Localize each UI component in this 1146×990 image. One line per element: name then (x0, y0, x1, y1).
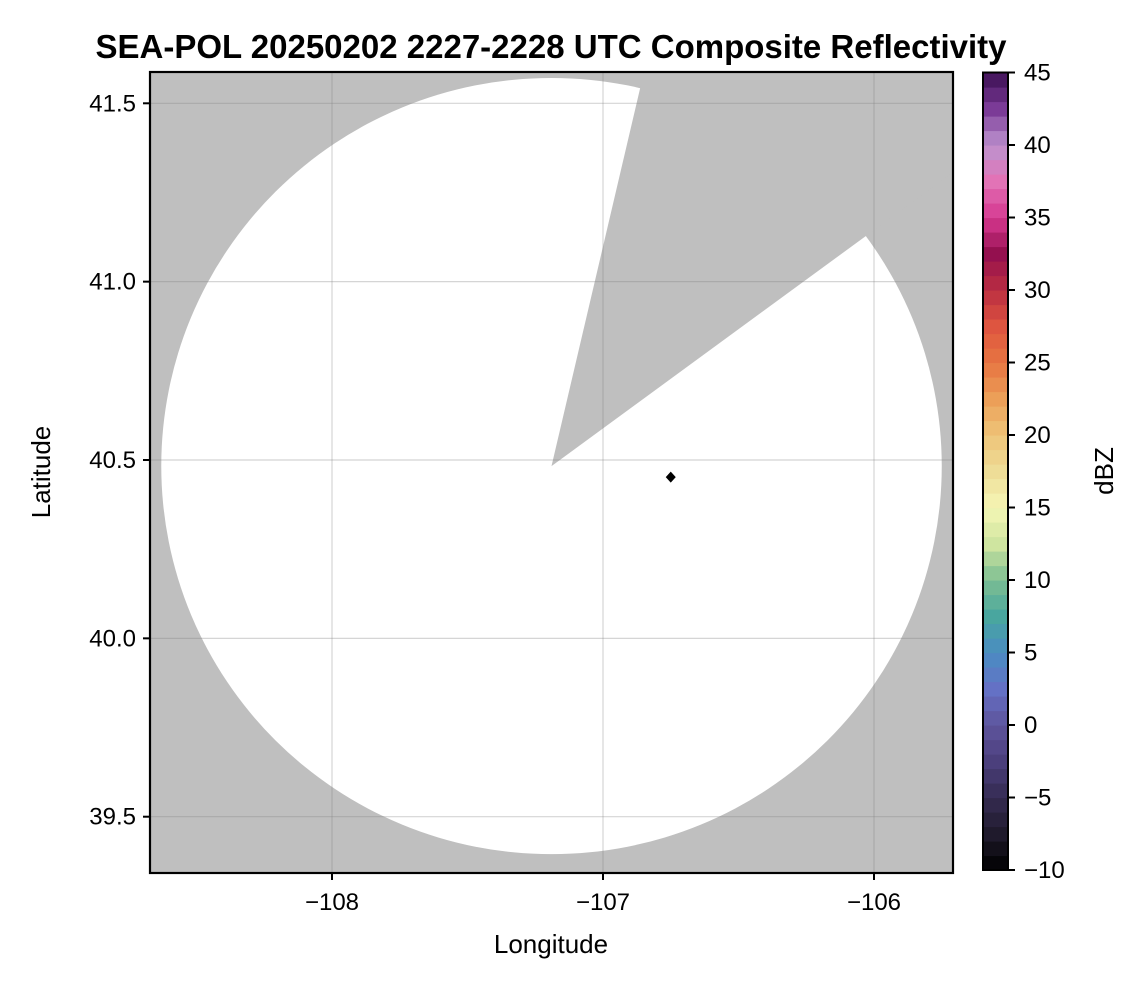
colorbar-band (983, 841, 1008, 857)
site-marker-layer (665, 471, 676, 483)
colorbar-band (983, 464, 1008, 480)
missing-data-wedge (551, 72, 953, 467)
colorbar-band (983, 435, 1008, 451)
y-tick-label: 41.0 (89, 269, 136, 296)
colorbar-band (983, 275, 1008, 291)
colorbar-band (983, 232, 1008, 248)
colorbar-tick-label: 30 (1024, 277, 1051, 304)
colorbar-band (983, 681, 1008, 697)
colorbar-band (983, 739, 1008, 755)
x-tick-label: −106 (847, 889, 901, 916)
colorbar-label: dBZ (1089, 447, 1119, 495)
colorbar-band (983, 768, 1008, 784)
colorbar-band (983, 609, 1008, 625)
colorbar-band (983, 377, 1008, 393)
colorbar-band (983, 72, 1008, 88)
colorbar-band (983, 362, 1008, 378)
colorbar-tick-label: 45 (1024, 60, 1051, 87)
colorbar-outline (982, 71, 1009, 871)
colorbar-band (983, 406, 1008, 422)
colorbar-band (983, 333, 1008, 349)
colorbar-band (983, 174, 1008, 190)
colorbar-band (983, 725, 1008, 741)
colorbar-band (983, 130, 1008, 146)
colorbar-tick-label: 15 (1024, 495, 1051, 522)
colorbar-band (983, 855, 1008, 871)
colorbar-band (983, 710, 1008, 726)
colorbar-band (983, 623, 1008, 639)
y-axis-label: Latitude (26, 426, 56, 519)
colorbar-band (983, 319, 1008, 335)
colorbar-tick-label: −5 (1024, 785, 1051, 812)
x-axis: −108 −107 −106 (305, 873, 901, 916)
colorbar-band (983, 754, 1008, 770)
colorbar-band (983, 391, 1008, 407)
colorbar-band (983, 638, 1008, 654)
colorbar-band (983, 87, 1008, 103)
colorbar-band (983, 304, 1008, 320)
colorbar-band (983, 145, 1008, 161)
colorbar-band (983, 290, 1008, 306)
gridlines (150, 72, 953, 873)
plot-border (148, 70, 955, 875)
colorbar (983, 72, 1008, 871)
colorbar-band (983, 667, 1008, 683)
colorbar-band (983, 580, 1008, 596)
colorbar-tick-label: 0 (1024, 712, 1037, 739)
colorbar-band (983, 420, 1008, 436)
colorbar-band (983, 783, 1008, 799)
site-marker-diamond (665, 471, 676, 483)
x-axis-label: Longitude (494, 929, 608, 959)
colorbar-band (983, 594, 1008, 610)
colorbar-band (983, 261, 1008, 277)
map-axes (150, 72, 953, 873)
colorbar-band (983, 493, 1008, 509)
colorbar-band (983, 116, 1008, 132)
colorbar-band (983, 449, 1008, 465)
colorbar-ticks: −10 −5 0 5 10 15 20 25 30 35 40 45 (1008, 60, 1065, 884)
plot-title: SEA-POL 20250202 2227-2228 UTC Composite… (96, 28, 1008, 65)
colorbar-band (983, 565, 1008, 581)
colorbar-band (983, 797, 1008, 813)
colorbar-tick-label: 25 (1024, 350, 1051, 377)
colorbar-band (983, 101, 1008, 117)
colorbar-band (983, 696, 1008, 712)
x-tick-label: −108 (305, 889, 359, 916)
y-tick-label: 40.5 (89, 447, 136, 474)
colorbar-band (983, 522, 1008, 538)
colorbar-band (983, 159, 1008, 175)
colorbar-band (983, 507, 1008, 523)
colorbar-tick-label: 35 (1024, 205, 1051, 232)
y-tick-label: 40.0 (89, 625, 136, 652)
colorbar-tick-label: 10 (1024, 567, 1051, 594)
colorbar-band (983, 246, 1008, 262)
y-axis: 39.5 40.0 40.5 41.0 41.5 (89, 90, 150, 831)
colorbar-band (983, 217, 1008, 233)
colorbar-tick-label: 5 (1024, 640, 1037, 667)
colorbar-band (983, 188, 1008, 204)
colorbar-band (983, 551, 1008, 567)
colorbar-tick-label: −10 (1024, 857, 1065, 884)
y-tick-label: 41.5 (89, 90, 136, 117)
colorbar-band (983, 203, 1008, 219)
colorbar-band (983, 536, 1008, 552)
colorbar-band (983, 652, 1008, 668)
y-tick-label: 39.5 (89, 804, 136, 831)
x-tick-label: −107 (576, 889, 630, 916)
colorbar-tick-label: 40 (1024, 132, 1051, 159)
colorbar-band (983, 826, 1008, 842)
colorbar-band (983, 478, 1008, 494)
colorbar-tick-label: 20 (1024, 422, 1051, 449)
colorbar-band (983, 348, 1008, 364)
colorbar-band (983, 812, 1008, 828)
